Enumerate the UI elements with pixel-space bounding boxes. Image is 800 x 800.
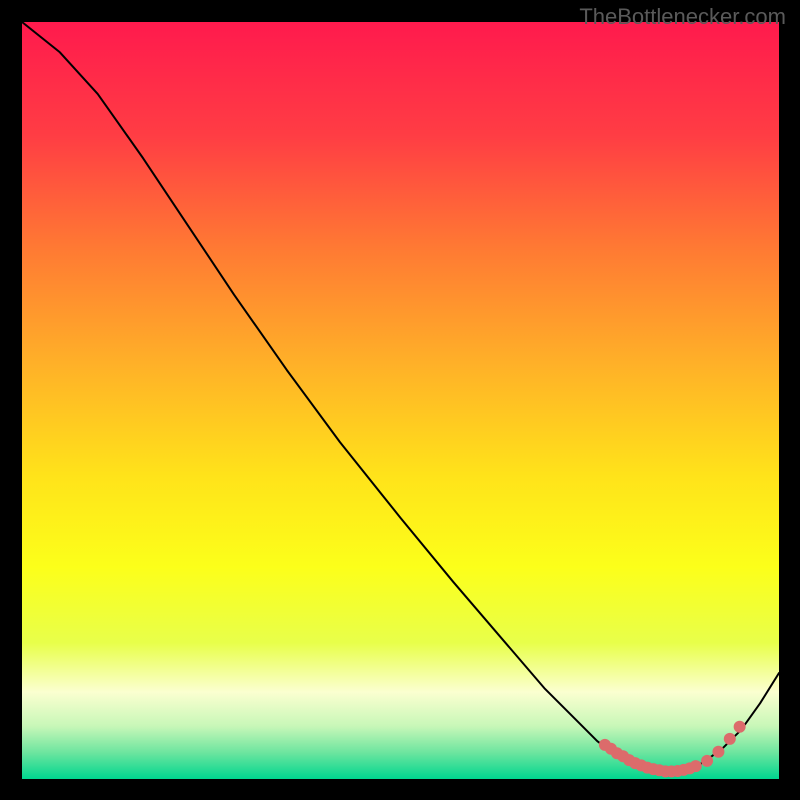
chart-plot-area <box>22 22 779 779</box>
data-marker <box>734 721 746 733</box>
data-marker <box>690 760 702 772</box>
data-marker <box>701 755 713 767</box>
bottleneck-curve <box>22 22 779 773</box>
data-marker <box>712 746 724 758</box>
marker-group <box>599 721 746 778</box>
data-marker <box>724 733 736 745</box>
watermark-text: TheBottlenecker.com <box>579 4 786 30</box>
chart-overlay <box>22 22 779 779</box>
